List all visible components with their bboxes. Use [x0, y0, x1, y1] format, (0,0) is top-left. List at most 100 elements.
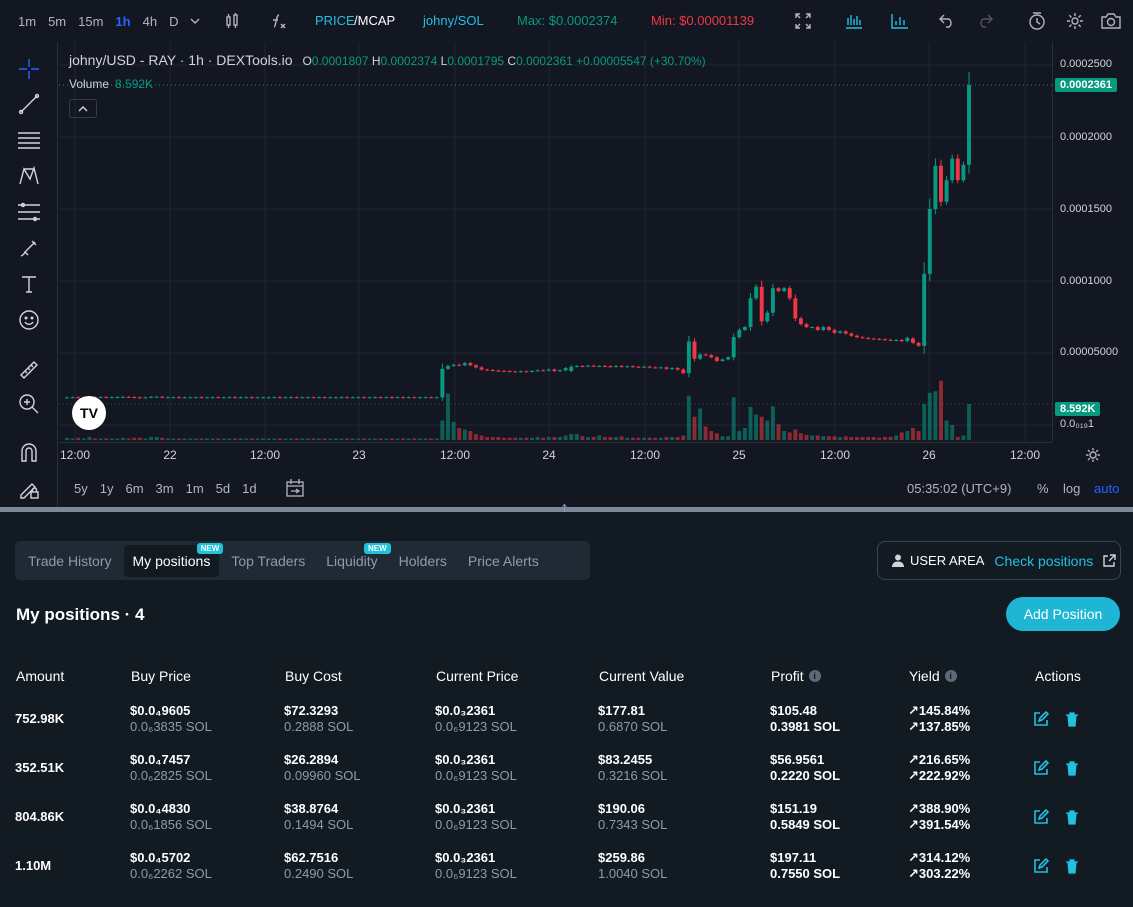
log-toggle[interactable]: log: [1063, 481, 1081, 496]
arrow-up-icon: ↗: [908, 752, 919, 767]
auto-toggle[interactable]: auto: [1094, 481, 1120, 496]
indicators-icon[interactable]: [268, 10, 290, 32]
trash-icon[interactable]: [1064, 858, 1080, 874]
profit-cell: $151.19 0.5849 SOL: [770, 801, 841, 832]
pair-toggle[interactable]: johny/SOL: [423, 13, 484, 28]
candle-body: [664, 367, 669, 369]
tradingview-logo[interactable]: TV: [72, 396, 106, 430]
tab-top-traders[interactable]: Top Traders: [231, 552, 306, 569]
fib-icon[interactable]: [15, 198, 43, 226]
add-position-button[interactable]: Add Position: [1006, 597, 1120, 631]
trend-line-icon[interactable]: [15, 90, 43, 118]
panel-splitter[interactable]: [0, 507, 1133, 512]
candlestick-plot[interactable]: [59, 42, 1052, 442]
redo-icon[interactable]: [974, 10, 996, 32]
range-1y[interactable]: 1y: [99, 481, 114, 496]
axis-settings-icon[interactable]: [1084, 446, 1102, 464]
info-icon[interactable]: i: [944, 670, 957, 682]
settings-gear-icon[interactable]: [1064, 10, 1086, 32]
candle-body: [451, 364, 456, 366]
candle-body: [619, 365, 624, 367]
volume-bar: [210, 438, 215, 440]
timeframe-1h[interactable]: 1h: [115, 13, 131, 29]
mcap-toggle[interactable]: /MCAP: [354, 13, 396, 28]
edit-icon[interactable]: [1033, 760, 1049, 776]
brush-icon[interactable]: [15, 234, 43, 262]
range-selector: 5y 1y 6m 3m 1m 5d 1d: [74, 481, 257, 496]
chart-style-icon[interactable]: [843, 10, 865, 32]
edit-icon[interactable]: [1033, 711, 1049, 727]
external-link-icon[interactable]: [1103, 554, 1116, 567]
volume-bar: [283, 438, 288, 440]
volume-bar: [580, 436, 585, 440]
timeframe-5m[interactable]: 5m: [48, 13, 67, 29]
timeframe-4h[interactable]: 4h: [142, 13, 158, 29]
user-icon: [892, 554, 904, 567]
candle-body: [933, 165, 938, 209]
edit-icon[interactable]: [1033, 809, 1049, 825]
edit-icon[interactable]: [1033, 858, 1049, 874]
candle-body: [305, 397, 310, 399]
trash-icon[interactable]: [1064, 809, 1080, 825]
candle-body: [205, 397, 210, 399]
volume-bar: [132, 437, 137, 440]
time-axis[interactable]: 12:00 22 12:00 23 12:00 24 12:00 25 12:0…: [59, 442, 1052, 468]
volume-bar: [474, 434, 478, 440]
timeframe-d[interactable]: D: [169, 13, 179, 29]
volume-bar: [591, 437, 596, 440]
volume-bar: [333, 438, 338, 440]
ruler-icon[interactable]: [15, 356, 43, 384]
trash-icon[interactable]: [1064, 711, 1080, 727]
tab-my-positions[interactable]: My positions NEW: [123, 542, 224, 577]
timeframe-1m[interactable]: 1m: [18, 13, 37, 29]
price-toggle[interactable]: PRICE: [315, 13, 355, 28]
tab-trade-history[interactable]: Trade History: [28, 552, 112, 569]
col-header-buy-cost: Buy Cost: [285, 668, 342, 684]
user-area[interactable]: USER AREA Check positions: [877, 541, 1121, 580]
lock-drawings-icon[interactable]: [15, 475, 43, 503]
candle-body: [810, 327, 815, 329]
fullscreen-icon[interactable]: [792, 10, 814, 32]
volume-bar: [221, 438, 226, 440]
candle-body: [462, 363, 467, 366]
volume-bar: [434, 438, 439, 440]
range-1m[interactable]: 1m: [185, 481, 204, 496]
candle-body: [249, 397, 254, 399]
range-5d[interactable]: 5d: [215, 481, 231, 496]
price-axis[interactable]: 0.0002500 0.0002000 0.0001500 0.0001000 …: [1052, 42, 1133, 442]
candle-body: [950, 158, 955, 181]
tab-liquidity[interactable]: Liquidity NEW: [317, 542, 391, 577]
magnet-icon[interactable]: [15, 439, 43, 467]
volume-bar: [367, 438, 372, 440]
collapse-legend-button[interactable]: [69, 99, 97, 118]
volume-bar: [838, 437, 843, 440]
text-icon[interactable]: [15, 270, 43, 298]
pattern-icon[interactable]: [15, 162, 43, 190]
trash-icon[interactable]: [1064, 760, 1080, 776]
tab-price-alerts[interactable]: Price Alerts: [467, 552, 539, 569]
check-positions-link[interactable]: Check positions: [994, 552, 1094, 569]
alert-clock-icon[interactable]: [1026, 10, 1048, 32]
timezone-clock[interactable]: 05:35:02 (UTC+9): [907, 481, 1012, 496]
timeframe-15m[interactable]: 15m: [78, 13, 104, 29]
volume-bars-icon[interactable]: [889, 10, 911, 32]
chevron-down-icon[interactable]: [184, 10, 206, 32]
percent-toggle[interactable]: %: [1037, 481, 1049, 496]
tab-holders[interactable]: Holders: [398, 552, 447, 569]
emoji-icon[interactable]: [15, 306, 43, 334]
zoom-in-icon[interactable]: [15, 390, 43, 418]
camera-icon[interactable]: [1100, 10, 1122, 32]
horizontal-lines-icon[interactable]: [15, 126, 43, 154]
candle-type-icon[interactable]: [221, 10, 243, 32]
range-5y[interactable]: 5y: [74, 481, 88, 496]
buy-price-cell: $0.0₄7457 0.0₆2825 SOL: [130, 752, 212, 783]
resize-handle-icon[interactable]: ↕: [560, 498, 569, 518]
date-range-icon[interactable]: [285, 478, 305, 498]
info-icon[interactable]: i: [808, 670, 821, 682]
crosshair-icon[interactable]: [15, 55, 43, 83]
range-1d[interactable]: 1d: [242, 481, 257, 496]
range-3m[interactable]: 3m: [155, 481, 174, 496]
undo-icon[interactable]: [936, 10, 958, 32]
volume-bar: [642, 437, 647, 440]
range-6m[interactable]: 6m: [125, 481, 144, 496]
